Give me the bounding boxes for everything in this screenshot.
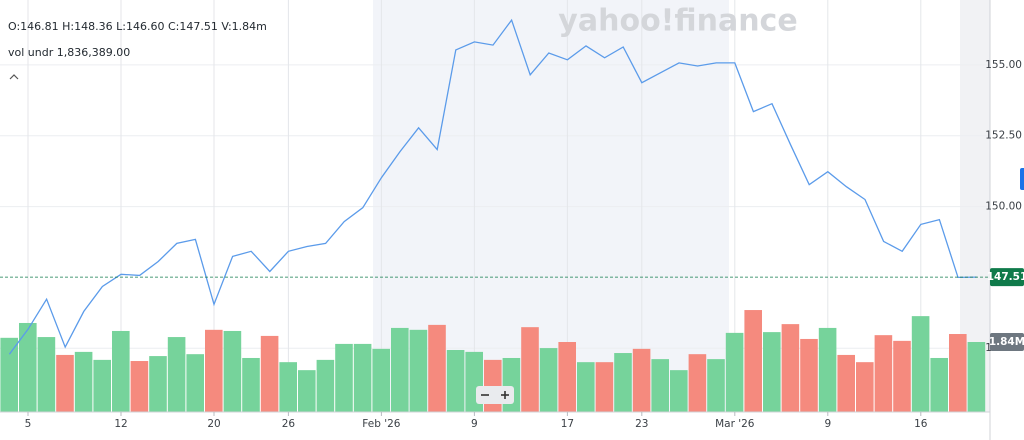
volume-bar bbox=[37, 337, 56, 412]
x-tick-label: 23 bbox=[635, 418, 648, 430]
x-tick-label: 9 bbox=[471, 418, 478, 430]
volume-bar bbox=[279, 362, 297, 412]
volume-bar bbox=[298, 370, 316, 412]
volume-bar bbox=[391, 327, 409, 412]
volume-bar bbox=[707, 359, 725, 412]
volume-bar bbox=[223, 330, 242, 412]
collapse-icon[interactable] bbox=[9, 74, 19, 80]
volume-bar bbox=[0, 337, 19, 412]
last-price-label: 147.51 bbox=[987, 271, 1024, 283]
last-price-box bbox=[990, 268, 1024, 287]
volume-bar bbox=[428, 324, 446, 412]
volume-bar bbox=[539, 348, 558, 412]
volume-bar bbox=[149, 356, 167, 412]
volume-bar bbox=[725, 332, 744, 412]
volume-bar bbox=[930, 357, 948, 412]
volume-bar bbox=[260, 335, 279, 412]
volume-bar bbox=[688, 354, 707, 412]
volume-bar bbox=[949, 334, 967, 412]
volume-bar bbox=[651, 359, 669, 412]
volume-bar bbox=[911, 316, 930, 412]
watermark: yahoo!finance bbox=[558, 4, 797, 39]
x-tick-label: 16 bbox=[914, 418, 928, 430]
x-tick-label: 26 bbox=[282, 418, 296, 430]
volume-bar bbox=[837, 354, 855, 412]
last-volume-label: 1.84M bbox=[989, 336, 1024, 348]
volume-bar bbox=[335, 343, 353, 412]
volume-bar bbox=[74, 351, 93, 412]
volume-bar bbox=[781, 324, 800, 412]
volume-bar bbox=[632, 348, 651, 412]
volume-bar bbox=[353, 343, 372, 412]
x-tick-label: Mar '26 bbox=[715, 418, 755, 430]
price-line bbox=[8, 18, 977, 355]
volume-bar bbox=[372, 348, 390, 412]
volume-bar bbox=[521, 327, 539, 412]
volume-bar bbox=[670, 370, 688, 412]
x-tick-label: Feb '26 bbox=[362, 418, 400, 430]
volume-bar bbox=[818, 327, 837, 412]
volume-bar bbox=[967, 342, 986, 412]
x-tick-label: 12 bbox=[114, 418, 127, 430]
volume-bar bbox=[93, 359, 111, 412]
volume-bar bbox=[130, 361, 149, 412]
volume-bar bbox=[19, 322, 37, 412]
x-tick-label: 5 bbox=[25, 418, 32, 430]
volume-bar bbox=[577, 362, 595, 412]
volume-bar bbox=[484, 359, 502, 412]
zoom-controls bbox=[476, 386, 514, 404]
volume-bars bbox=[0, 310, 986, 412]
y-tick-label: 152.50 bbox=[985, 130, 1022, 142]
volume-bar bbox=[800, 338, 818, 412]
volume-bar bbox=[763, 332, 781, 412]
y-tick-label: 150.00 bbox=[985, 201, 1022, 213]
volume-bar bbox=[205, 329, 223, 412]
side-tab[interactable] bbox=[1020, 168, 1024, 190]
volume-bar bbox=[874, 335, 893, 412]
x-tick-label: 9 bbox=[824, 418, 831, 430]
last-volume-box bbox=[990, 333, 1024, 352]
volume-bar bbox=[316, 359, 335, 412]
volume-bar bbox=[186, 354, 204, 412]
volume-bar bbox=[112, 330, 130, 412]
volume-bar bbox=[242, 357, 260, 412]
ohlc-text: O:146.81 H:148.36 L:146.60 C:147.51 V:1.… bbox=[8, 20, 267, 33]
study-text: vol undr 1,836,389.00 bbox=[8, 46, 130, 59]
price-line-group bbox=[0, 18, 990, 355]
y-tick-label: 155.00 bbox=[985, 59, 1022, 71]
volume-bar bbox=[409, 329, 428, 412]
x-tick-label: 20 bbox=[207, 418, 220, 430]
volume-bar bbox=[446, 349, 465, 412]
volume-bar bbox=[614, 353, 632, 412]
x-tick-label: 17 bbox=[561, 418, 574, 430]
volume-bar bbox=[558, 342, 576, 412]
volume-bar bbox=[595, 362, 614, 412]
volume-bar bbox=[744, 310, 762, 412]
volume-bar bbox=[56, 354, 74, 412]
volume-bar bbox=[856, 362, 874, 412]
volume-bar bbox=[167, 337, 186, 412]
zoom-box bbox=[476, 386, 514, 404]
volume-bar bbox=[893, 340, 911, 412]
